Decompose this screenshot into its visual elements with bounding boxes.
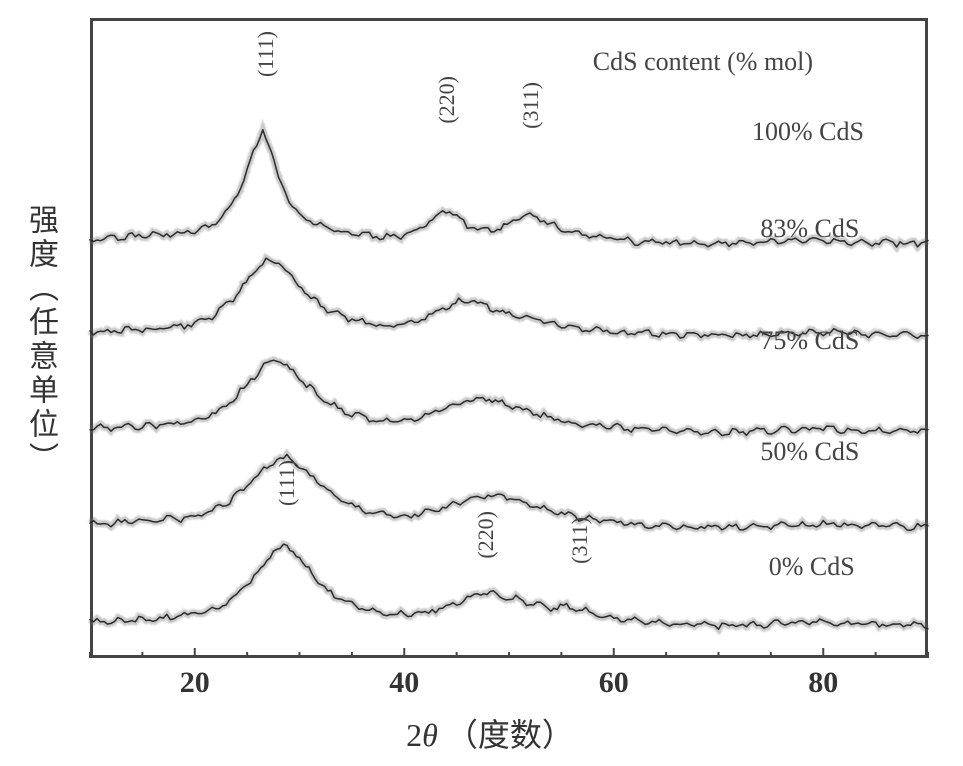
- series-label: 100% CdS: [752, 117, 864, 147]
- legend-title: CdS content (% mol): [593, 47, 813, 77]
- series-label: 0% CdS: [769, 552, 855, 582]
- x-tick-label: 60: [599, 666, 629, 700]
- peak-label: (311): [567, 517, 593, 564]
- peak-label: (220): [434, 76, 460, 124]
- peak-label: (111): [253, 31, 279, 77]
- series-label: 83% CdS: [760, 214, 859, 244]
- x-tick-label: 20: [180, 666, 210, 700]
- chart-svg: [0, 0, 963, 766]
- x-tick-label: 80: [808, 666, 838, 700]
- peak-label: (220): [473, 511, 499, 559]
- x-tick-label: 40: [389, 666, 419, 700]
- series-label: 75% CdS: [760, 326, 859, 356]
- peak-label: (311): [518, 82, 544, 129]
- peak-label: (111): [274, 460, 300, 506]
- series-label: 50% CdS: [760, 437, 859, 467]
- x-axis-label: 2θ （度数）: [360, 710, 620, 756]
